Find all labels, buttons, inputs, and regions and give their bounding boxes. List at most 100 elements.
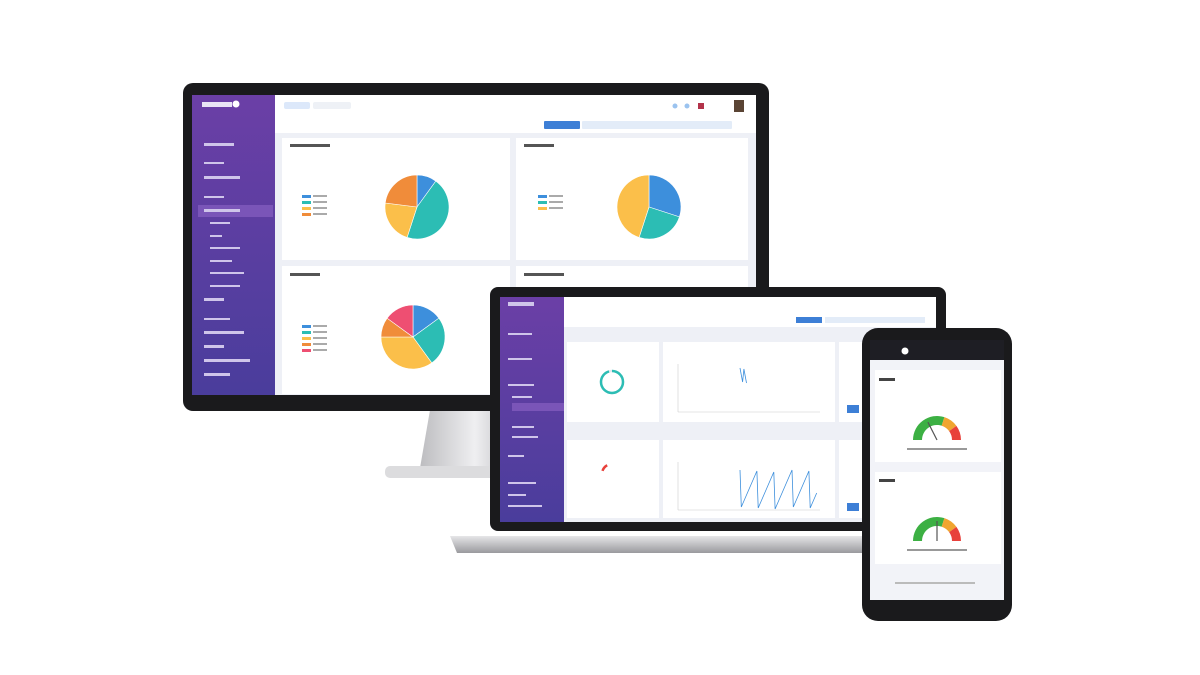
sidebar-subitem[interactable] [512, 396, 532, 398]
sidebar-subitem[interactable] [210, 272, 244, 274]
legend-label [313, 195, 327, 197]
legend-label [313, 337, 327, 339]
pie-slice [386, 304, 414, 338]
card-title [290, 273, 320, 276]
legend-swatch [302, 343, 311, 346]
gauge-progress [601, 464, 608, 472]
logo-icon [901, 347, 909, 355]
legend-label [313, 213, 327, 215]
sidebar-item[interactable] [204, 373, 230, 376]
legend-label [313, 201, 327, 203]
sidebar-section [204, 318, 230, 320]
tab-button[interactable] [313, 102, 351, 109]
sidebar-subitem[interactable] [210, 235, 222, 237]
sidebar-items [198, 100, 273, 376]
pie-slice [384, 174, 418, 208]
legend-swatch [538, 201, 547, 204]
top-bar [275, 95, 756, 117]
metric-card [567, 342, 659, 422]
sidebar-item[interactable] [204, 331, 244, 334]
filter-button-active[interactable] [796, 317, 822, 323]
search-icon[interactable] [672, 103, 678, 109]
gauges [879, 378, 967, 551]
card-title [290, 144, 330, 147]
avatar[interactable] [734, 100, 744, 112]
card-title [524, 144, 554, 147]
gauge-band [949, 526, 961, 541]
legend-swatch [302, 331, 311, 334]
filter-buttons[interactable] [825, 317, 925, 323]
gauge-needle [927, 421, 938, 441]
gauge-caption [907, 448, 967, 450]
metric-card [567, 440, 659, 518]
legend-swatch [302, 213, 311, 216]
pie-slice [648, 174, 682, 218]
filter-buttons[interactable] [582, 121, 732, 129]
sidebar-subitem[interactable] [210, 285, 240, 287]
chart-card [663, 342, 835, 422]
pie-charts [302, 174, 682, 370]
action-button[interactable] [847, 405, 859, 413]
pie-slice [412, 317, 446, 364]
legend-label [313, 331, 327, 333]
line-charts [677, 364, 820, 511]
sidebar-item[interactable] [508, 333, 532, 335]
sidebar-subitem[interactable] [512, 436, 538, 438]
phone-header [870, 340, 1004, 360]
pie-slice [384, 202, 418, 238]
flag-icon[interactable] [698, 103, 704, 109]
logo-icon [232, 100, 240, 108]
pie-slice [616, 174, 650, 238]
legend-label [549, 207, 563, 209]
legend-swatch [302, 337, 311, 340]
pie-slice [406, 180, 450, 240]
laptop-base [450, 536, 962, 553]
sidebar-item[interactable] [204, 298, 224, 301]
sidebar-item[interactable] [204, 359, 250, 362]
legend-label [313, 207, 327, 209]
gauge-card [875, 370, 1001, 462]
legend-swatch [302, 201, 311, 204]
filter-button-active[interactable] [544, 121, 580, 129]
sidebar-item[interactable] [508, 482, 536, 484]
card-title [879, 378, 895, 381]
pie-slice [638, 206, 680, 240]
legend-label [313, 325, 327, 327]
sidebar-item[interactable] [508, 384, 534, 386]
series-line [739, 469, 818, 510]
gauge-caption [907, 549, 967, 551]
sidebar-item[interactable] [204, 209, 240, 212]
gauge-band [941, 518, 957, 533]
logo [202, 102, 232, 107]
tab-button[interactable] [284, 102, 310, 109]
chart-card [663, 440, 835, 518]
sidebar-item-active[interactable] [512, 403, 564, 411]
sidebar-item[interactable] [204, 345, 224, 348]
logo [508, 302, 534, 306]
sidebar-section [204, 196, 224, 198]
legend-label [313, 343, 327, 345]
sidebar [192, 95, 275, 395]
sidebar-item[interactable] [508, 505, 542, 507]
legend-label [313, 349, 327, 351]
legend-swatch [538, 195, 547, 198]
sidebar-subitem[interactable] [210, 222, 230, 224]
sidebar-item[interactable] [204, 176, 240, 179]
donut-progress [599, 369, 625, 395]
gauge-band [941, 417, 957, 432]
pie-slice [380, 336, 433, 370]
sidebar-item[interactable] [508, 455, 524, 457]
legend-swatch [302, 325, 311, 328]
sidebar-item[interactable] [508, 358, 532, 360]
legend-swatch [302, 349, 311, 352]
sidebar-subitem[interactable] [512, 426, 534, 428]
gauge-band [949, 425, 961, 440]
sidebar-item[interactable] [508, 494, 526, 496]
notification-icon[interactable] [684, 103, 690, 109]
sidebar-subitem[interactable] [210, 260, 232, 262]
sidebar-subitem[interactable] [210, 247, 240, 249]
legend-swatch [302, 207, 311, 210]
sidebar-item[interactable] [204, 143, 234, 146]
action-button[interactable] [847, 503, 859, 511]
